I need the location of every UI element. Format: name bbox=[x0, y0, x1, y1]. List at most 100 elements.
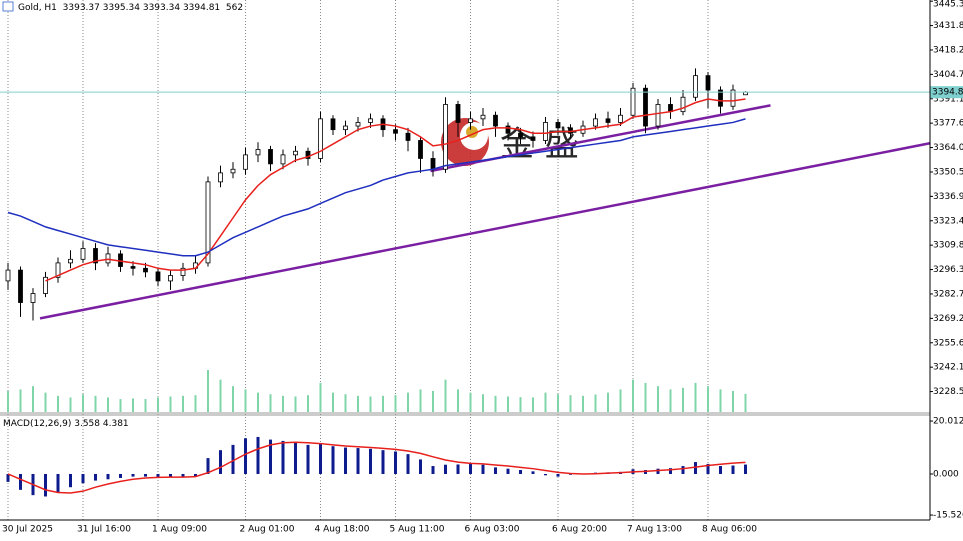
volume-bar bbox=[607, 392, 609, 412]
candle-body bbox=[105, 253, 111, 264]
volume-bar bbox=[157, 397, 159, 412]
volume-bar bbox=[219, 379, 222, 412]
volume-bar bbox=[269, 394, 272, 412]
volume-bar bbox=[544, 392, 547, 412]
volume-bar bbox=[619, 389, 622, 412]
y-tick-label: 3282.75 bbox=[933, 289, 963, 299]
volume-bar bbox=[632, 379, 634, 412]
volume-bar bbox=[532, 397, 534, 412]
candle-body bbox=[268, 149, 273, 165]
symbol: Gold, H1 bbox=[18, 3, 57, 13]
macd-bar bbox=[456, 464, 460, 474]
volume-bar bbox=[557, 394, 559, 412]
candle-body bbox=[143, 267, 148, 273]
volume-bar bbox=[307, 395, 309, 412]
y-tick-label: 3336.95 bbox=[933, 192, 963, 202]
macd-bar bbox=[681, 466, 685, 474]
volume-bar bbox=[332, 392, 334, 412]
volume-bar bbox=[732, 391, 734, 412]
candle-body bbox=[630, 87, 636, 116]
volume-bar bbox=[582, 395, 584, 412]
volume-bar bbox=[119, 399, 122, 412]
macd-bar bbox=[119, 473, 122, 478]
volume-bar bbox=[644, 382, 647, 412]
candle-body bbox=[480, 114, 486, 120]
macd-bar bbox=[369, 448, 372, 474]
y-tick-label: 20.012 bbox=[933, 417, 963, 427]
candle-body bbox=[680, 96, 686, 113]
volume-bar bbox=[94, 395, 97, 412]
candle-body bbox=[455, 104, 461, 123]
last-price-label: 3394.81 bbox=[932, 88, 963, 98]
volume-bar bbox=[432, 391, 434, 412]
volume-bar bbox=[369, 396, 372, 412]
macd-bar bbox=[506, 468, 510, 474]
y-tick-label: 3391.15 bbox=[933, 94, 963, 104]
macd-bar bbox=[431, 466, 435, 474]
candle-body bbox=[330, 118, 336, 131]
y-tick-label: -15.526 bbox=[933, 511, 963, 521]
volume-bar bbox=[32, 386, 34, 412]
volume-bar bbox=[507, 396, 509, 412]
candle-body bbox=[418, 140, 423, 159]
volume-bar bbox=[519, 397, 522, 412]
y-tick-label: 3377.60 bbox=[933, 119, 963, 129]
volume-bar bbox=[257, 392, 259, 412]
macd-bar bbox=[269, 439, 272, 474]
moving-average bbox=[7, 118, 746, 257]
candle-body bbox=[468, 118, 473, 123]
x-tick-label: 5 Aug 11:00 bbox=[390, 525, 445, 535]
x-tick-label: 8 Aug 06:00 bbox=[702, 525, 757, 535]
y-tick-label: 3364.05 bbox=[933, 143, 963, 153]
x-tick-label: 7 Aug 13:00 bbox=[627, 525, 682, 535]
ohlc-open: 3393.37 bbox=[63, 3, 100, 13]
volume-bar bbox=[469, 392, 472, 412]
ohlc-low: 3393.34 bbox=[143, 3, 180, 13]
y-tick-label: 3323.40 bbox=[933, 216, 963, 226]
macd-bar bbox=[344, 447, 347, 474]
volume-bar bbox=[57, 395, 59, 412]
candle-body bbox=[43, 276, 48, 294]
volume-bar bbox=[657, 386, 659, 412]
candle-body bbox=[555, 122, 561, 129]
candle-body bbox=[155, 271, 161, 282]
macd-bar bbox=[419, 459, 422, 474]
candle-body bbox=[543, 122, 548, 141]
macd-bar bbox=[694, 462, 697, 474]
candle-body bbox=[30, 293, 36, 303]
ohlc-close: 3394.81 bbox=[183, 3, 220, 13]
macd-bar bbox=[144, 473, 147, 477]
symbol-icon bbox=[2, 1, 14, 12]
volume-bar bbox=[707, 386, 709, 412]
volume-bar bbox=[719, 389, 722, 412]
volume-bar bbox=[394, 395, 397, 412]
signal-line bbox=[7, 441, 746, 494]
last-price-box bbox=[930, 86, 963, 99]
y-tick-label: 3269.20 bbox=[933, 314, 963, 324]
macd-bar bbox=[181, 473, 185, 477]
candle-body bbox=[230, 168, 236, 174]
candle-body bbox=[693, 75, 698, 98]
x-tick-label: 2 Aug 01:00 bbox=[240, 525, 295, 535]
volume-bar bbox=[407, 392, 409, 412]
candle-body bbox=[318, 118, 323, 159]
candle-body bbox=[293, 150, 298, 156]
candle-body bbox=[643, 87, 648, 127]
macd-bar bbox=[656, 468, 660, 474]
macd-value: 3.558 bbox=[74, 419, 100, 429]
macd-bar bbox=[744, 464, 747, 474]
macd-bar bbox=[544, 473, 547, 476]
y-tick-label: 3255.65 bbox=[933, 338, 963, 348]
macd-bar bbox=[531, 471, 535, 474]
macd-bar bbox=[206, 458, 210, 474]
x-tick-label: 1 Aug 09:00 bbox=[152, 525, 207, 535]
macd-bar bbox=[381, 450, 385, 474]
volume-bar bbox=[444, 379, 447, 412]
macd-bar bbox=[306, 444, 310, 474]
candle-body bbox=[368, 118, 373, 123]
volume-bar bbox=[419, 389, 422, 412]
candle-body bbox=[180, 267, 186, 276]
volume-bar bbox=[82, 394, 84, 412]
candle-body bbox=[443, 104, 448, 170]
y-tick-label: 3242.10 bbox=[933, 363, 963, 373]
